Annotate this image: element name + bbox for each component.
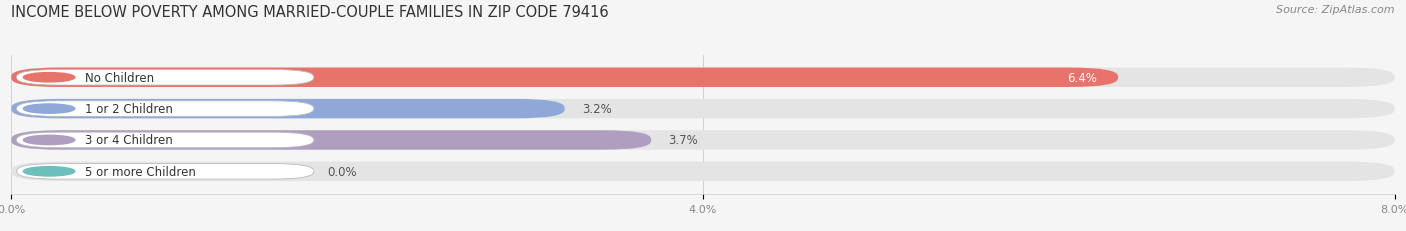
FancyBboxPatch shape [11, 131, 651, 150]
Circle shape [24, 73, 75, 82]
FancyBboxPatch shape [17, 164, 314, 179]
FancyBboxPatch shape [17, 133, 314, 148]
FancyBboxPatch shape [11, 131, 1395, 150]
FancyBboxPatch shape [11, 100, 565, 119]
Text: 6.4%: 6.4% [1067, 71, 1097, 84]
FancyBboxPatch shape [11, 162, 1395, 181]
Circle shape [24, 104, 75, 114]
Text: Source: ZipAtlas.com: Source: ZipAtlas.com [1277, 5, 1395, 15]
Text: INCOME BELOW POVERTY AMONG MARRIED-COUPLE FAMILIES IN ZIP CODE 79416: INCOME BELOW POVERTY AMONG MARRIED-COUPL… [11, 5, 609, 20]
Text: No Children: No Children [86, 71, 155, 84]
Text: 0.0%: 0.0% [328, 165, 357, 178]
Circle shape [24, 167, 75, 176]
FancyBboxPatch shape [17, 101, 314, 117]
FancyBboxPatch shape [11, 68, 1395, 88]
FancyBboxPatch shape [11, 68, 1118, 88]
Text: 3 or 4 Children: 3 or 4 Children [86, 134, 173, 147]
Text: 1 or 2 Children: 1 or 2 Children [86, 103, 173, 116]
Text: 3.2%: 3.2% [582, 103, 612, 116]
Text: 3.7%: 3.7% [668, 134, 699, 147]
Circle shape [24, 136, 75, 145]
FancyBboxPatch shape [17, 70, 314, 86]
FancyBboxPatch shape [11, 100, 1395, 119]
Text: 5 or more Children: 5 or more Children [86, 165, 195, 178]
